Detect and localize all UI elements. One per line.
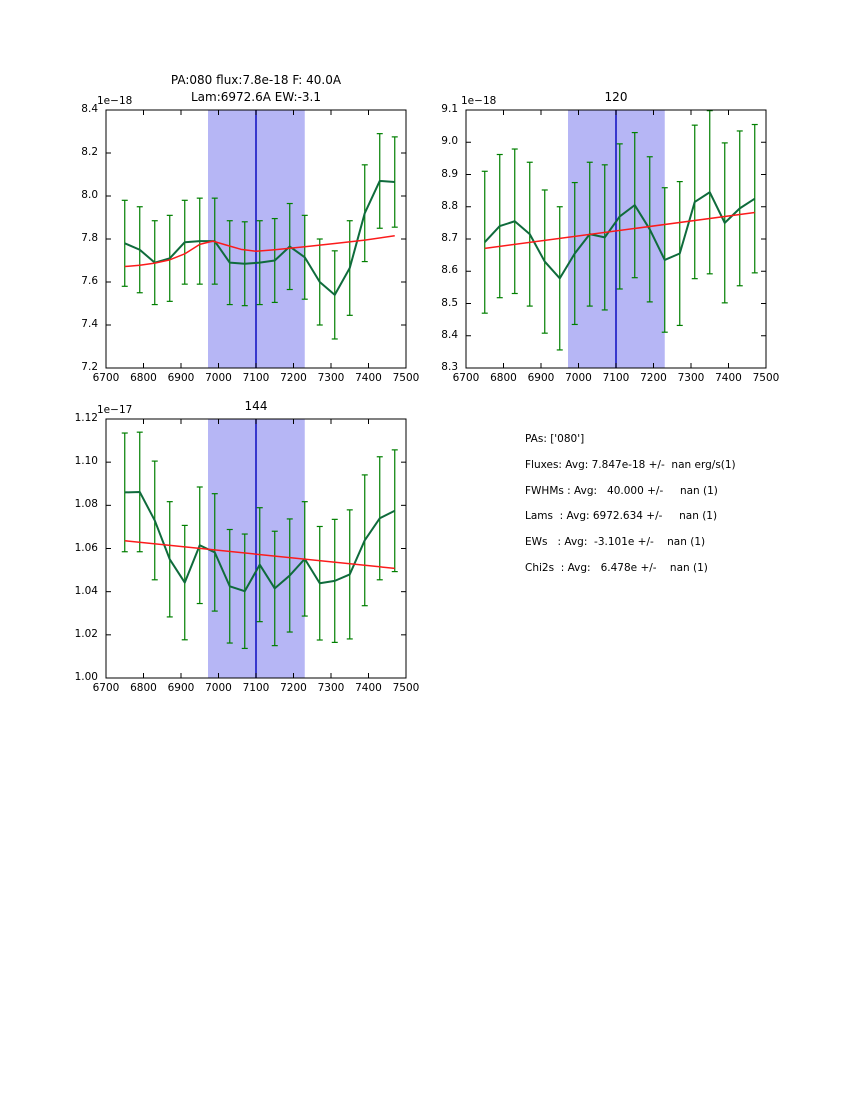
y-tick-label: 8.4 [441,328,458,341]
x-tick-label: 6800 [130,372,157,384]
y-tick-label: 8.4 [81,103,98,115]
x-tick-label: 6900 [167,682,195,694]
data-series-line [124,490,396,593]
x-tick-label: 7000 [205,372,232,384]
x-tick-label: 7100 [242,372,270,384]
x-tick-label: 7000 [205,682,232,694]
stats-pas-line: PAs: ['080'] [525,433,585,445]
y-tick-label: 1.06 [74,541,98,554]
fit-line [124,235,395,268]
stats-fwhms-line: FWHMs : Avg: 40.000 +/- nan (1) [525,485,718,497]
y-tick-label: 8.9 [441,167,458,180]
y-tick-label: 8.8 [441,199,458,212]
stats-fluxes-line: Fluxes: Avg: 7.847e-18 +/- nan erg/s(1) [525,459,736,471]
plot-area-2 [121,419,398,678]
subplot-144-offset-label: 1e−17 [97,404,133,416]
x-tick-label: 7500 [392,372,420,384]
x-tick-label: 7000 [565,372,592,384]
x-tick-label: 7400 [355,682,382,694]
subplot-pa080-title-line1: PA:080 flux:7.8e-18 F: 40.0A [170,73,342,87]
x-tick-label: 7400 [715,372,742,384]
y-tick-label: 8.2 [81,146,98,158]
x-tick-label: 7300 [317,372,345,384]
x-tick-label: 7200 [280,682,307,694]
y-tick-label: 7.6 [81,275,98,287]
x-tick-label: 6800 [130,682,157,694]
x-tick-label: 6800 [490,372,517,384]
subplot-120-offset-label: 1e−18 [461,95,497,107]
x-tick-label: 7200 [640,372,667,384]
y-tick-label: 8.3 [441,361,458,373]
y-tick-label: 8.7 [441,232,458,244]
fit-line [124,539,395,570]
y-tick-label: 1.10 [74,455,98,468]
y-tick-label: 7.4 [81,318,98,330]
subplot-pa080-title: PA:080 flux:7.8e-18 F: 40.0A Lam:6972.6A… [106,72,406,106]
stats-chi2s-line: Chi2s : Avg: 6.478e +/- nan (1) [525,562,708,574]
plot-area-0 [121,110,398,368]
stats-ews-line: EWs : Avg: -3.101e +/- nan (1) [525,536,706,548]
y-tick-label: 1.12 [74,412,98,424]
fit-line [484,211,755,250]
x-tick-label: 7100 [602,372,630,384]
x-tick-label: 6700 [92,682,120,694]
x-tick-label: 7400 [355,372,382,384]
y-tick-label: 9.1 [441,103,458,115]
x-tick-label: 6700 [452,372,480,384]
plot-area-1 [481,110,758,368]
y-tick-label: 1.04 [74,584,98,597]
x-tick-label: 6900 [167,372,195,384]
data-series-line [484,191,756,280]
subplot-120-title: 120 [604,90,628,104]
y-tick-label: 7.8 [81,232,98,244]
x-tick-label: 7500 [392,682,420,694]
x-tick-label: 6700 [92,372,120,384]
y-tick-label: 1.02 [74,627,98,640]
y-tick-label: 1.00 [74,671,98,683]
x-tick-label: 7300 [677,372,705,384]
x-tick-label: 7200 [280,372,307,384]
y-tick-label: 8.6 [441,264,458,277]
y-tick-label: 8.5 [441,296,458,309]
x-tick-label: 7300 [317,682,345,694]
data-series-line [124,179,395,296]
y-tick-label: 1.08 [74,498,98,511]
subplot-pa080-offset-label: 1e−18 [97,95,133,107]
subplot-144-title: 144 [244,399,268,413]
y-tick-label: 7.2 [81,361,98,373]
stats-lams-line: Lams : Avg: 6972.634 +/- nan (1) [525,510,718,522]
x-tick-label: 7100 [242,682,270,694]
y-tick-label: 8.0 [81,189,98,201]
y-tick-label: 9.0 [441,135,458,148]
x-tick-label: 6900 [527,372,555,384]
x-tick-label: 7500 [752,372,780,384]
subplot-pa080-title-line2: Lam:6972.6A EW:-3.1 [191,90,321,104]
